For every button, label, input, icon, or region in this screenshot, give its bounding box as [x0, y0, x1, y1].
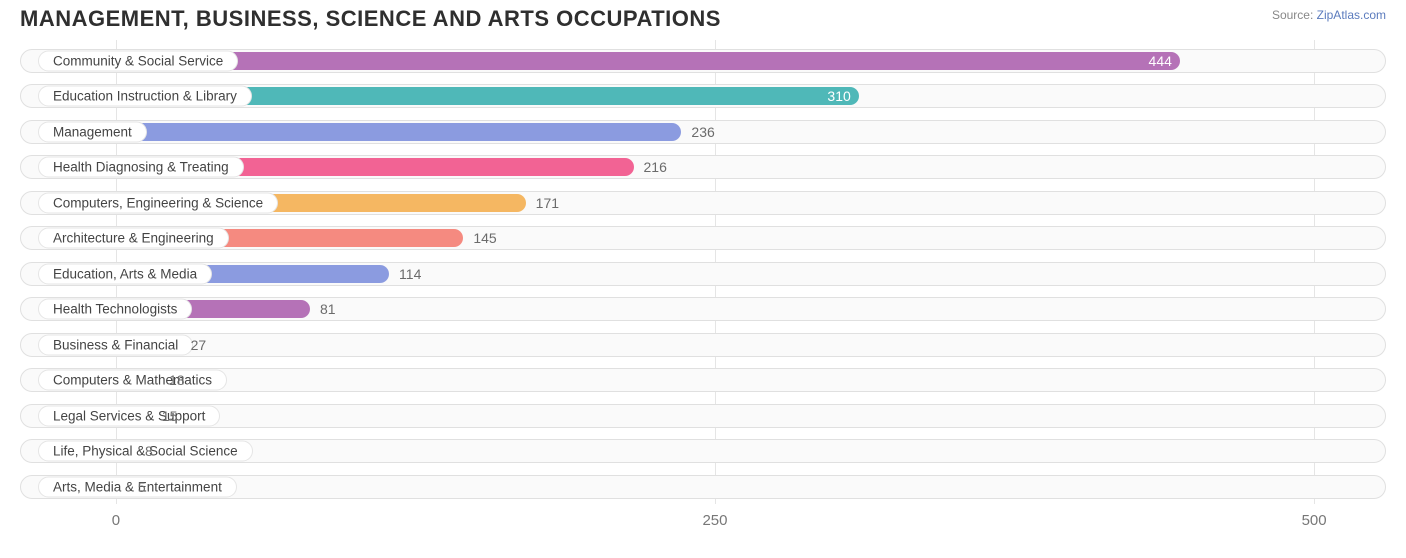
bar-value-label: 15: [162, 408, 178, 424]
bar-row: Health Technologists 81: [20, 293, 1386, 326]
bar-value-label: 236: [691, 124, 714, 140]
bar-row: Computers, Engineering & Science 171: [20, 186, 1386, 219]
bar-row: Management 236: [20, 115, 1386, 148]
bar-category-label: Legal Services & Support: [38, 405, 220, 426]
chart-source: Source: ZipAtlas.com: [1272, 6, 1386, 22]
x-axis-tick: 500: [1302, 512, 1327, 529]
bar-row: Architecture & Engineering 145: [20, 222, 1386, 255]
bar-category-label: Education, Arts & Media: [38, 263, 212, 284]
bar-value-label: 18: [169, 372, 185, 388]
bar-row: Health Diagnosing & Treating 216: [20, 151, 1386, 184]
bar-value-label: 81: [320, 301, 336, 317]
plot-region: Community & Social Service 444 Education I…: [20, 40, 1386, 504]
chart-title: MANAGEMENT, BUSINESS, SCIENCE AND ARTS O…: [20, 6, 721, 32]
bar-value-label: 216: [644, 159, 667, 175]
bar-value-label: 5: [138, 479, 146, 495]
x-axis-tick: 250: [702, 512, 727, 529]
bar-category-label: Computers, Engineering & Science: [38, 192, 278, 213]
bar-row: Education Instruction & Library 310: [20, 80, 1386, 113]
source-prefix: Source:: [1272, 8, 1317, 22]
bar-category-label: Health Technologists: [38, 299, 192, 320]
bar-value-label: 114: [399, 266, 421, 282]
bar-value-label: 171: [536, 195, 559, 211]
bar-category-label: Community & Social Service: [38, 50, 238, 71]
x-axis-tick: 0: [112, 512, 120, 529]
bar-category-label: Education Instruction & Library: [38, 86, 252, 107]
chart-header: MANAGEMENT, BUSINESS, SCIENCE AND ARTS O…: [0, 0, 1406, 32]
bar-row: Arts, Media & Entertainment5: [20, 470, 1386, 503]
bar-row: Community & Social Service 444: [20, 44, 1386, 77]
x-axis: 0 250 500: [20, 508, 1386, 540]
bar-row: Business & Financial27: [20, 328, 1386, 361]
bar-track: [20, 333, 1386, 357]
bar-category-label: Business & Financial: [38, 334, 193, 355]
bar-value-label: 27: [191, 337, 207, 353]
bar-value-label: 8: [145, 443, 153, 459]
bar-category-label: Management: [38, 121, 147, 142]
bar-category-label: Architecture & Engineering: [38, 228, 229, 249]
bar-value-label: 145: [473, 230, 496, 246]
chart-area: Community & Social Service 444 Education I…: [20, 40, 1386, 540]
bar: [118, 52, 1180, 70]
bar-row: Life, Physical & Social Science8: [20, 435, 1386, 468]
bar-category-label: Computers & Mathematics: [38, 370, 227, 391]
bar-track: [20, 404, 1386, 428]
bar-row: Education, Arts & Media 114: [20, 257, 1386, 290]
bar-value-label: 310: [827, 88, 850, 104]
bars-container: Community & Social Service 444 Education I…: [20, 40, 1386, 503]
bar-value-label: 444: [1149, 53, 1172, 69]
bar-category-label: Health Diagnosing & Treating: [38, 157, 244, 178]
bar: [118, 123, 682, 141]
bar-row: Computers & Mathematics18: [20, 364, 1386, 397]
source-link[interactable]: ZipAtlas.com: [1317, 8, 1386, 22]
bar-row: Legal Services & Support15: [20, 399, 1386, 432]
